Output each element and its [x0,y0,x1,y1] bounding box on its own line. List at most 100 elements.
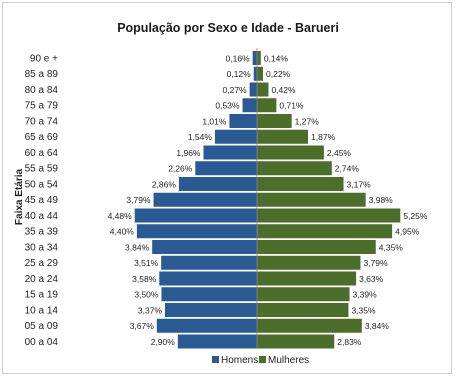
bar-mulheres [257,114,292,128]
data-label-homens: 4,40% [110,227,135,237]
y-tick-label: 80 a 84 [25,85,59,96]
bars-group: 90 e + 0,16% 0,14% 85 a 89 0,12% 0,22% 80 a 84… [25,51,428,349]
bar-mulheres [257,177,344,191]
bar-mulheres [257,318,362,333]
data-label-homens: 0,27% [223,85,248,95]
bar-homens [152,240,257,254]
data-label-homens: 1,54% [188,132,213,142]
bar-mulheres [257,129,309,144]
y-tick-label: 75 a 79 [25,101,59,112]
bar-mulheres [257,145,324,160]
y-tick-label: 55 a 59 [25,164,59,175]
bar-mulheres [257,98,277,113]
data-label-mulheres: 3,98% [369,195,394,205]
bar-homens [161,255,257,270]
bar-homens [161,287,257,302]
data-label-mulheres: 2,83% [337,337,362,347]
bar-homens [156,318,257,333]
data-label-mulheres: 5,25% [403,211,428,221]
bar-mulheres [257,271,357,286]
bar-homens [153,192,257,207]
y-tick-label: 35 a 39 [25,227,59,238]
data-label-homens: 0,16% [226,53,251,63]
bar-homens [203,145,257,160]
bar-mulheres [257,192,366,207]
y-tick-label: 60 a 64 [25,148,59,159]
bar-mulheres [257,66,264,81]
data-label-mulheres: 3,63% [359,274,384,284]
bar-homens [242,98,257,113]
bar-mulheres [257,208,401,223]
data-label-homens: 3,67% [130,321,155,331]
bar-mulheres [257,334,335,349]
data-label-homens: 2,90% [151,337,176,347]
data-label-homens: 3,50% [134,290,159,300]
y-tick-label: 10 a 14 [25,305,59,316]
bar-homens [249,82,257,97]
bar-mulheres [257,303,349,317]
y-tick-label: 15 a 19 [25,290,59,301]
bar-homens [253,66,257,81]
bar-homens [178,177,257,191]
bar-mulheres [257,255,361,270]
legend: Homens Mulheres [212,355,309,366]
data-label-homens: 1,96% [176,148,201,158]
chart-title: População por Sexo e Idade - Barueri [117,21,339,35]
data-label-mulheres: 3,39% [353,290,378,300]
data-label-mulheres: 0,14% [264,53,289,63]
data-label-mulheres: 3,84% [365,321,390,331]
bar-homens [134,208,257,223]
bar-homens [177,334,257,349]
data-label-mulheres: 3,17% [347,179,372,189]
legend-swatch-mulheres [259,356,266,363]
y-tick-label: 50 a 54 [25,179,59,190]
data-label-homens: 2,86% [152,179,177,189]
legend-label-homens: Homens [221,355,258,366]
data-label-homens: 0,53% [215,101,240,111]
bar-homens [229,114,257,128]
data-label-homens: 1,01% [202,116,227,126]
bar-homens [195,161,257,176]
data-label-mulheres: 4,95% [395,227,420,237]
data-label-mulheres: 0,22% [266,69,291,79]
data-label-mulheres: 1,87% [311,132,336,142]
data-label-homens: 0,12% [227,69,252,79]
data-label-homens: 3,58% [132,274,157,284]
y-tick-label: 70 a 74 [25,116,59,127]
bar-mulheres [257,161,332,176]
bar-homens [164,303,257,317]
y-tick-label: 45 a 49 [25,195,59,206]
bar-mulheres [257,224,393,239]
y-tick-label: 25 a 29 [25,258,59,269]
y-tick-label: 05 a 09 [25,321,59,332]
legend-label-mulheres: Mulheres [268,355,309,366]
y-axis-label: Faixa Etária [14,168,25,225]
bar-mulheres [257,240,376,254]
data-label-homens: 4,48% [108,211,133,221]
data-label-mulheres: 3,35% [351,305,376,315]
y-tick-label: 85 a 89 [25,69,59,80]
data-label-mulheres: 4,35% [379,242,404,252]
data-label-mulheres: 0,71% [279,101,304,111]
data-label-homens: 3,84% [125,242,150,252]
bar-mulheres [257,51,261,65]
bar-homens [136,224,257,239]
bar-homens [159,271,257,286]
bar-mulheres [257,82,269,97]
y-tick-label: 65 a 69 [25,132,59,143]
data-label-mulheres: 3,79% [363,258,388,268]
y-tick-label: 20 a 24 [25,274,59,285]
data-label-homens: 3,79% [126,195,151,205]
bar-homens [214,129,257,144]
data-label-mulheres: 1,27% [295,116,320,126]
bar-mulheres [257,287,350,302]
y-tick-label: 30 a 34 [25,242,59,253]
y-tick-label: 40 a 44 [25,211,59,222]
data-label-homens: 3,51% [134,258,159,268]
data-label-homens: 2,26% [168,164,193,174]
data-label-mulheres: 0,42% [271,85,296,95]
data-label-mulheres: 2,45% [327,148,352,158]
data-label-homens: 3,37% [138,305,163,315]
bar-homens [252,51,257,65]
